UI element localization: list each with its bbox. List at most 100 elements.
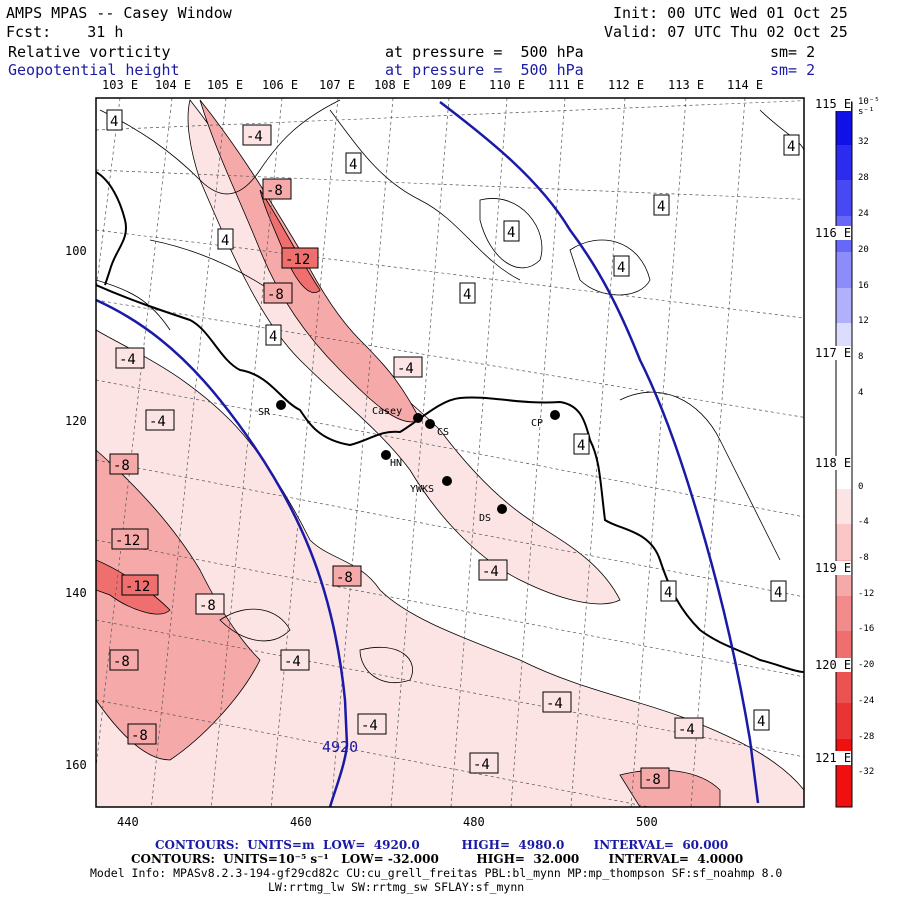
svg-text:-4: -4	[246, 129, 263, 145]
svg-text:4: 4	[221, 233, 229, 249]
contour-label: -12	[121, 574, 159, 596]
contour-label: -8	[109, 453, 139, 475]
contour-label: 4	[660, 580, 677, 602]
svg-text:-4: -4	[546, 696, 563, 712]
station-dot	[442, 476, 452, 486]
station-label: CP	[531, 418, 543, 429]
svg-text:-4: -4	[149, 414, 166, 430]
station-label: YWKS	[410, 484, 434, 495]
station-markers	[276, 400, 560, 514]
colorbar-label: -28	[858, 732, 875, 742]
station-label: CS	[437, 427, 449, 438]
contour-label: -4	[674, 717, 704, 739]
y-tick-label: 100	[65, 244, 87, 258]
contour-label: 4	[783, 134, 800, 156]
field2-name: Geopotential height	[8, 61, 180, 79]
colorbar-label: -24	[858, 696, 875, 706]
svg-text:-4: -4	[284, 654, 301, 670]
svg-text:4: 4	[110, 114, 118, 130]
y-tick-label: 140	[65, 586, 87, 600]
contour-label: -4	[115, 347, 145, 369]
contour-label: 4	[503, 220, 520, 242]
svg-text:-4: -4	[119, 352, 136, 368]
lon-label-top: 111 E	[548, 78, 585, 92]
svg-text:-12: -12	[285, 252, 310, 268]
station-label: HN	[390, 458, 402, 469]
lon-label-top: 103 E	[102, 78, 139, 92]
svg-text:-4: -4	[397, 361, 414, 377]
contour-label: -12	[281, 247, 319, 269]
lon-label-top: 104 E	[155, 78, 192, 92]
contour-label: 4	[770, 580, 787, 602]
station-label: Casey	[372, 406, 402, 417]
svg-text:4: 4	[463, 287, 471, 303]
svg-text:4: 4	[664, 585, 672, 601]
svg-text:-8: -8	[266, 183, 283, 199]
contour-label: 4	[345, 152, 362, 174]
svg-text:-8: -8	[336, 570, 353, 586]
colorbar-label: 16	[858, 281, 869, 291]
footer-model-info-2: LW:rrtmg_lw SW:rrtmg_sw SFLAY:sf_mynn	[268, 880, 525, 894]
contour-label: 4	[573, 433, 590, 455]
svg-text:-4: -4	[473, 757, 490, 773]
svg-text:4: 4	[577, 438, 585, 454]
svg-text:-4: -4	[361, 718, 378, 734]
station-dot	[497, 504, 507, 514]
svg-text:4: 4	[507, 225, 515, 241]
contour-label: -4	[280, 649, 310, 671]
contour-label: -4	[469, 752, 499, 774]
height-contour-4920-west	[96, 298, 349, 807]
contour-label: 4	[459, 282, 476, 304]
svg-text:4: 4	[269, 329, 277, 345]
lon-label-top: 106 E	[262, 78, 299, 92]
lon-label-top: 107 E	[319, 78, 356, 92]
y-tick-label: 120	[65, 414, 87, 428]
field1-name: Relative vorticity	[8, 43, 171, 61]
station-label: SR	[258, 407, 271, 418]
svg-text:-4: -4	[678, 722, 695, 738]
lon-label-top: 108 E	[374, 78, 411, 92]
footer-height-contours: CONTOURS: UNITS=m LOW= 4920.0 HIGH= 4980…	[155, 838, 729, 852]
lon-label-top: 114 E	[727, 78, 764, 92]
contour-labels: 4 -4 4 -8 4 -12 -8 4 4 4 4 4 4 -4 -4 -4 …	[106, 109, 800, 789]
lon-label-right: 117 E	[815, 346, 852, 360]
lon-label-right: 120 E	[815, 658, 852, 672]
forecast-hour: Fcst: 31 h	[6, 23, 124, 41]
map-title: AMPS MPAS -- Casey Window	[6, 4, 232, 22]
contour-label: -8	[262, 178, 292, 200]
contour-label: -12	[111, 528, 149, 550]
svg-text:4: 4	[774, 585, 782, 601]
svg-text:4: 4	[349, 157, 357, 173]
x-tick-label: 460	[290, 815, 312, 829]
colorbar-label: -16	[858, 624, 875, 634]
colorbar-label: -4	[858, 517, 869, 527]
field2-level: at pressure = 500 hPa	[385, 61, 584, 79]
lon-label-top: 113 E	[668, 78, 705, 92]
svg-text:-8: -8	[267, 287, 284, 303]
colorbar-units: 10⁻⁵ s⁻¹	[858, 97, 880, 117]
valid-time: Valid: 07 UTC Thu 02 Oct 25	[604, 23, 848, 41]
station-dot	[425, 419, 435, 429]
contour-label: -8	[332, 565, 362, 587]
vorticity-contours-positive	[96, 99, 804, 683]
lon-label-right: 116 E	[815, 226, 852, 240]
contour-label: -4	[242, 124, 272, 146]
svg-text:-8: -8	[113, 458, 130, 474]
lon-label-top: 105 E	[207, 78, 244, 92]
contour-label: -4	[542, 691, 572, 713]
lon-label-right: 118 E	[815, 456, 852, 470]
svg-text:-8: -8	[113, 654, 130, 670]
footer-model-info: Model Info: MPASv8.2.3-194-gf29cd82c CU:…	[90, 866, 783, 880]
svg-text:-8: -8	[131, 728, 148, 744]
lon-label-top: 109 E	[430, 78, 467, 92]
contour-label: -8	[195, 593, 225, 615]
colorbar-label: 28	[858, 173, 869, 183]
coastline	[96, 171, 804, 673]
svg-text:-8: -8	[199, 598, 216, 614]
colorbar-label: 12	[858, 316, 869, 326]
field2-smoothing: sm= 2	[770, 61, 816, 79]
lon-label-top: 112 E	[608, 78, 645, 92]
height-contour-label: 4920	[322, 738, 358, 756]
contour-label: 4	[613, 255, 630, 277]
